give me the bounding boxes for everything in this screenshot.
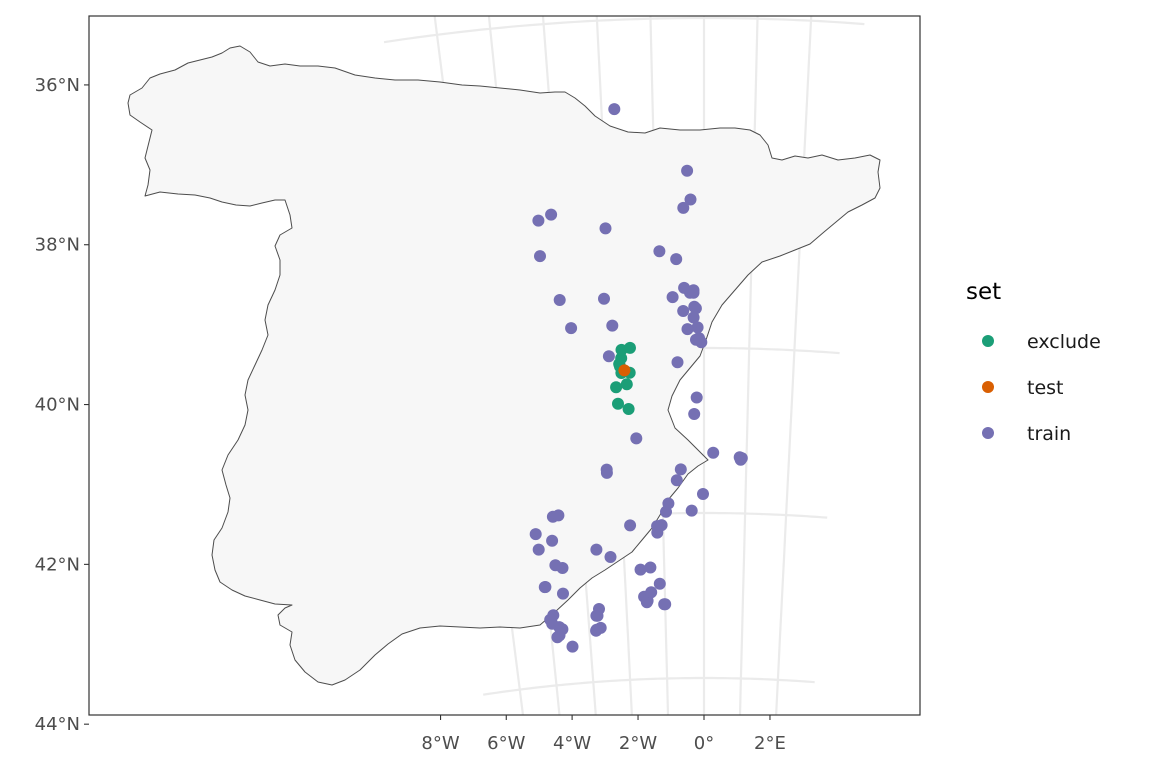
train-point	[634, 563, 647, 576]
train-point	[608, 103, 621, 116]
train-point	[735, 452, 748, 465]
train-point	[659, 598, 672, 611]
train-point	[655, 519, 668, 532]
legend-label-train: train	[1027, 423, 1071, 445]
train-point	[662, 497, 675, 510]
x-tick-label: 6°W	[487, 733, 525, 754]
train-point	[565, 322, 578, 335]
train-point	[690, 391, 703, 404]
train-point	[681, 164, 694, 177]
y-tick-label: 40°N	[35, 395, 80, 416]
train-point	[534, 250, 546, 263]
train-point	[552, 509, 565, 522]
legend-label-test: test	[1027, 377, 1064, 399]
train-point	[688, 300, 701, 313]
train-point	[693, 332, 705, 345]
exclude-point	[620, 378, 633, 391]
train-point	[599, 222, 612, 235]
parallel-line	[383, 16, 865, 44]
x-tick-label: 2°W	[619, 733, 657, 754]
train-point	[604, 551, 617, 563]
train-point	[602, 350, 615, 363]
x-tick-label: 0°	[694, 733, 714, 754]
train-point	[630, 432, 643, 445]
test-point	[618, 364, 631, 377]
train-point	[624, 519, 637, 532]
train-point	[598, 292, 610, 305]
train-point	[553, 294, 566, 306]
train-point	[594, 621, 607, 634]
train-point	[645, 586, 658, 599]
legend-title: set	[966, 279, 1001, 305]
iberian-peninsula-landmass	[127, 45, 881, 686]
y-tick-label: 44°N	[35, 714, 80, 735]
train-point	[691, 321, 704, 334]
train-point	[546, 534, 559, 547]
legend-key-test	[982, 381, 994, 393]
train-point	[556, 623, 569, 636]
exclude-point	[610, 381, 623, 394]
train-point	[677, 201, 690, 214]
train-point	[681, 323, 694, 336]
train-point	[653, 577, 666, 590]
x-tick-label: 8°W	[421, 733, 459, 754]
exclude-point	[622, 403, 635, 415]
train-point	[671, 356, 684, 369]
train-point	[606, 319, 619, 332]
train-point	[677, 305, 690, 317]
legend-key-exclude	[982, 335, 994, 347]
panel-border	[88, 15, 921, 716]
train-point	[532, 543, 545, 556]
train-point	[697, 488, 709, 500]
train-point	[670, 474, 683, 487]
train-point	[556, 562, 569, 574]
exclude-point	[624, 341, 636, 354]
x-tick-label: 4°W	[553, 733, 591, 754]
train-point	[529, 528, 542, 541]
train-point	[674, 463, 687, 476]
train-point	[678, 281, 691, 294]
train-point	[566, 640, 579, 653]
legend-label-exclude: exclude	[1027, 331, 1101, 353]
legend-key-train	[982, 427, 994, 439]
train-point	[687, 284, 700, 297]
train-point	[600, 463, 613, 476]
train-point	[684, 193, 697, 206]
y-tick-label: 36°N	[35, 75, 80, 96]
exclude-point	[612, 397, 624, 410]
train-point	[545, 208, 558, 221]
train-point	[688, 408, 701, 420]
train-point	[538, 581, 551, 594]
train-point	[687, 311, 700, 324]
parallel-line	[483, 676, 815, 696]
train-point	[653, 245, 666, 258]
axes: 8°W 6°W 4°W 2°W 0° 2°E 36°N 38°N 40°N 42°N 44°N	[35, 75, 786, 754]
train-point	[544, 613, 557, 626]
train-point	[557, 587, 569, 600]
site-points	[529, 103, 748, 653]
train-point	[593, 603, 605, 615]
x-tick-label: 2°E	[754, 733, 786, 754]
y-tick-label: 38°N	[35, 235, 80, 256]
y-tick-label: 42°N	[35, 554, 80, 575]
train-point	[590, 543, 603, 556]
legend: set exclude test train	[966, 279, 1101, 445]
train-point	[670, 253, 683, 266]
train-point	[685, 504, 698, 517]
train-point	[707, 446, 720, 459]
train-point	[666, 291, 679, 304]
train-point	[644, 561, 657, 574]
train-point	[532, 214, 545, 227]
